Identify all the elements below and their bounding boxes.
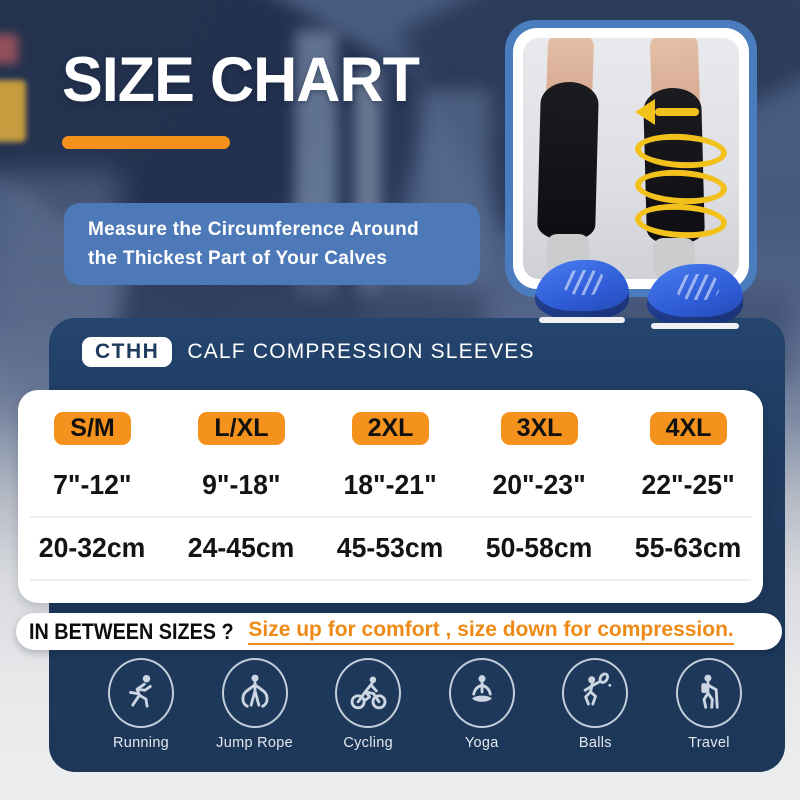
measurement-instruction: Measure the Circumference Around the Thi… xyxy=(64,203,480,285)
page-title: SIZE CHART xyxy=(62,45,420,115)
inches-value: 22"-25" xyxy=(641,469,736,500)
size-badge: L/XL xyxy=(198,412,285,445)
inches-value: 18"-21" xyxy=(343,469,438,500)
size-badge: 2XL xyxy=(351,412,430,445)
instruction-line1: Measure the Circumference Around xyxy=(88,219,419,240)
activity-label: Yoga xyxy=(464,735,499,751)
activity-yoga: Yoga xyxy=(436,658,528,751)
yoga-icon xyxy=(448,658,515,728)
activity-balls: Balls xyxy=(549,658,641,751)
cycling-icon xyxy=(335,658,402,728)
travel-icon xyxy=(675,658,742,728)
cm-value: 55-63cm xyxy=(635,532,742,563)
left-compression-sleeve xyxy=(536,81,600,241)
size-table-card: S/M L/XL 2XL 3XL 4XL 7"-12" 9"-18" 18"-2… xyxy=(18,390,763,603)
size-badge-row: S/M L/XL 2XL 3XL 4XL xyxy=(18,412,763,445)
size-badge: S/M xyxy=(54,412,131,445)
wrap-arrow-head xyxy=(635,99,655,125)
activity-jump-rope: Jump Rope xyxy=(209,658,301,751)
row-divider xyxy=(30,516,751,518)
cm-value: 20-32cm xyxy=(39,532,146,563)
activity-label: Jump Rope xyxy=(216,735,294,751)
jump-rope-icon xyxy=(221,658,288,728)
cm-value: 24-45cm xyxy=(188,532,295,563)
activity-cycling: Cycling xyxy=(322,658,414,751)
photo-inner-border xyxy=(513,28,749,289)
activity-running: Running xyxy=(95,658,187,751)
inches-value: 20"-23" xyxy=(492,469,587,500)
inches-value: 7"-12" xyxy=(53,469,132,500)
centimeters-row: 20-32cm 24-45cm 45-53cm 50-58cm 55-63cm xyxy=(18,532,763,564)
product-name: CALF COMPRESSION SLEEVES xyxy=(187,340,535,363)
brand-logo: CTHH xyxy=(82,337,173,367)
sizing-tip-advice: Size up for comfort , size down for comp… xyxy=(248,618,734,645)
activity-label: Running xyxy=(112,735,170,751)
instruction-line2: the Thickest Part of Your Calves xyxy=(88,248,388,269)
activity-label: Balls xyxy=(578,735,612,751)
inches-row: 7"-12" 9"-18" 18"-21" 20"-23" 22"-25" xyxy=(18,469,763,501)
cm-value: 45-53cm xyxy=(337,532,444,563)
brand-row: CTHH CALF COMPRESSION SLEEVES xyxy=(82,337,535,367)
wrap-arrow xyxy=(655,108,699,116)
size-badge: 3XL xyxy=(500,412,579,445)
activity-label: Travel xyxy=(688,735,730,751)
calf-measurement-photo xyxy=(505,20,757,329)
running-icon xyxy=(108,658,174,728)
row-divider xyxy=(30,579,751,581)
sizing-tip-bar: IN BETWEEN SIZES ? Size up for comfort ,… xyxy=(16,613,782,650)
sizing-tip-question: IN BETWEEN SIZES ? xyxy=(29,618,234,644)
activities-row: Running Jump Rope Cycling Yoga xyxy=(95,658,755,751)
photo-area xyxy=(523,38,739,279)
cm-value: 50-58cm xyxy=(486,532,593,563)
activity-travel: Travel xyxy=(663,658,755,751)
title-underline xyxy=(62,136,230,149)
activity-label: Cycling xyxy=(343,735,394,751)
balls-icon xyxy=(562,658,629,728)
size-badge: 4XL xyxy=(649,412,728,445)
inches-value: 9"-18" xyxy=(202,469,281,500)
